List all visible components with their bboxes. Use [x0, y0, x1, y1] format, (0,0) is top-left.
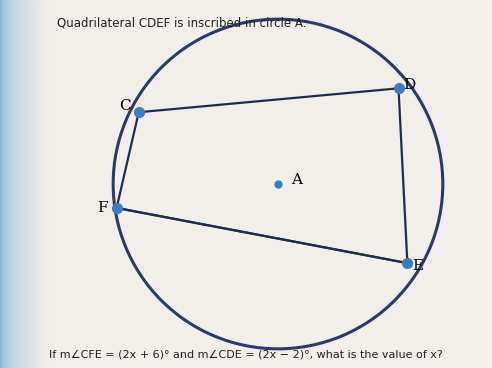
Bar [17, 0, 19, 368]
Bar [0, 0, 2, 368]
Bar [33, 0, 35, 368]
Text: C: C [119, 99, 131, 113]
Bar [8, 0, 10, 368]
Bar [34, 0, 36, 368]
Bar [36, 0, 38, 368]
Bar [37, 0, 39, 368]
Text: D: D [403, 78, 415, 92]
Bar [14, 0, 16, 368]
Text: E: E [413, 259, 424, 273]
Bar [16, 0, 18, 368]
Bar [30, 0, 31, 368]
Bar [24, 0, 26, 368]
Bar [1, 0, 3, 368]
Bar [28, 0, 30, 368]
Bar [19, 0, 21, 368]
Bar [45, 0, 47, 368]
Text: Quadrilateral CDEF is inscribed in circle A.: Quadrilateral CDEF is inscribed in circl… [57, 17, 306, 29]
Bar [22, 0, 24, 368]
Text: If m∠CFE = (2x + 6)° and m∠CDE = (2x − 2)°, what is the value of x?: If m∠CFE = (2x + 6)° and m∠CDE = (2x − 2… [49, 350, 443, 360]
Bar [31, 0, 33, 368]
Text: A: A [291, 173, 302, 187]
Bar [27, 0, 29, 368]
Bar [44, 0, 46, 368]
Bar [40, 0, 43, 368]
Bar [25, 0, 27, 368]
Bar [39, 0, 41, 368]
Bar [20, 0, 22, 368]
Bar [42, 0, 44, 368]
Bar [6, 0, 8, 368]
Bar [5, 0, 7, 368]
Bar [3, 0, 5, 368]
Bar [11, 0, 13, 368]
Bar [9, 0, 11, 368]
Text: F: F [97, 201, 108, 215]
Bar [12, 0, 15, 368]
